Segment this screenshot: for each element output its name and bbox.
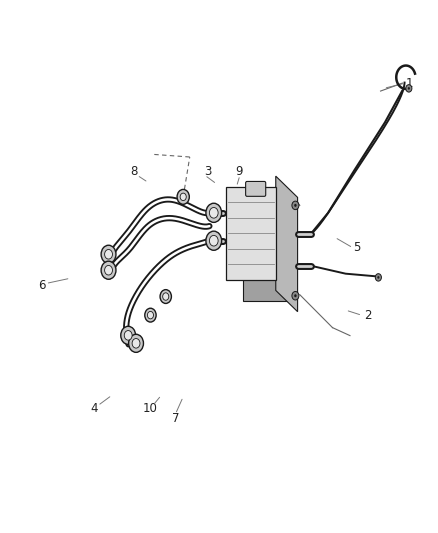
Text: 1: 1 [405,77,413,90]
Circle shape [292,292,299,300]
Circle shape [375,273,381,281]
Circle shape [292,201,299,209]
Circle shape [206,203,222,222]
Text: 2: 2 [364,309,371,322]
Polygon shape [276,176,297,312]
Circle shape [129,334,144,352]
Text: 10: 10 [143,402,157,415]
Text: 4: 4 [91,402,98,415]
Text: 9: 9 [235,165,242,179]
Polygon shape [243,208,293,301]
Circle shape [121,326,136,344]
Polygon shape [276,187,293,301]
Polygon shape [226,187,276,280]
Circle shape [124,330,132,340]
Circle shape [406,85,412,92]
FancyBboxPatch shape [246,181,266,196]
Circle shape [209,236,218,246]
Circle shape [377,276,379,279]
Circle shape [105,265,113,275]
Circle shape [148,311,153,319]
Circle shape [180,193,186,200]
Text: 5: 5 [353,241,360,254]
Text: 3: 3 [205,165,212,179]
Circle shape [408,87,410,90]
Circle shape [101,261,116,279]
Circle shape [101,245,116,263]
Circle shape [294,204,297,207]
Circle shape [105,249,113,259]
Circle shape [177,189,189,204]
Circle shape [132,338,140,348]
Circle shape [294,294,297,297]
Text: 7: 7 [172,411,179,424]
Circle shape [206,231,222,251]
Circle shape [145,308,156,322]
Text: 6: 6 [39,279,46,292]
Circle shape [162,293,169,300]
Circle shape [160,289,171,303]
Text: 8: 8 [130,165,138,179]
Circle shape [209,207,218,218]
